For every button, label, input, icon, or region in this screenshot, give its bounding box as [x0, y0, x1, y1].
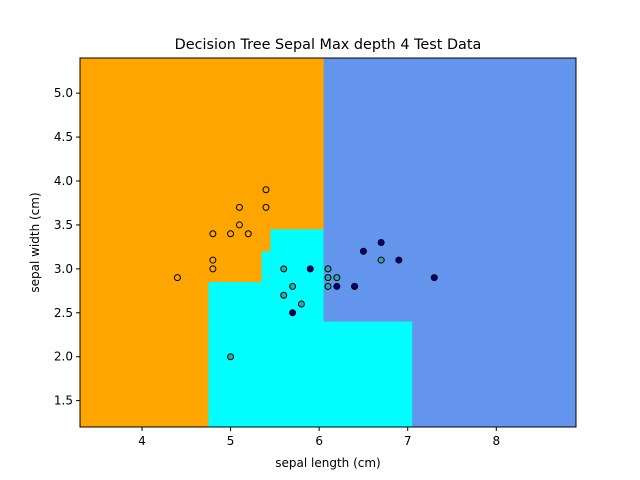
y-tick-label-0: 1.5 — [54, 394, 73, 408]
x-tick-label-3: 7 — [404, 434, 412, 448]
y-tick-label-7: 5.0 — [54, 86, 73, 100]
point-versicolor-1 — [280, 265, 288, 273]
point-virginica-6 — [395, 256, 403, 264]
region-setosa-5 — [80, 229, 271, 252]
y-tick-label-1: 2.0 — [54, 350, 73, 364]
point-virginica-1 — [306, 265, 314, 273]
region-versicolor-7 — [270, 229, 324, 322]
point-versicolor-0 — [227, 353, 235, 361]
region-versicolor-8 — [261, 251, 271, 322]
point-virginica-2 — [333, 282, 341, 290]
point-versicolor-3 — [289, 282, 297, 290]
point-versicolor-5 — [324, 265, 332, 273]
chart-title: Decision Tree Sepal Max depth 4 Test Dat… — [175, 37, 482, 53]
y-tick-label-2: 2.5 — [54, 306, 73, 320]
plot-area: 4 5 6 7 8 1.5 2.0 2.5 3.0 3.5 4.0 4.5 5.0 — [54, 57, 577, 448]
x-tick-label-4: 8 — [492, 434, 500, 448]
point-virginica-0 — [289, 309, 297, 317]
y-axis-label: sepal width (cm) — [28, 192, 42, 292]
point-virginica-3 — [351, 282, 359, 290]
y-tick-label-4: 3.5 — [54, 218, 73, 232]
region-versicolor-9 — [208, 282, 262, 322]
y-tick-label-6: 4.5 — [54, 130, 73, 144]
point-versicolor-6 — [324, 274, 332, 282]
x-axis-label: sepal length (cm) — [275, 456, 380, 470]
point-versicolor-7 — [324, 282, 332, 290]
point-setosa-3 — [209, 265, 217, 273]
region-setosa-6 — [80, 282, 209, 427]
point-virginica-7 — [430, 274, 438, 282]
x-tick-label-0: 4 — [138, 434, 146, 448]
point-setosa-1 — [209, 230, 217, 238]
point-versicolor-10 — [377, 256, 385, 264]
x-tick-label-2: 6 — [315, 434, 323, 448]
x-tick-label-1: 5 — [227, 434, 235, 448]
y-tick-label-5: 4.0 — [54, 174, 73, 188]
point-virginica-4 — [359, 247, 367, 255]
point-setosa-6 — [235, 203, 243, 211]
axes-frame — [79, 57, 577, 428]
point-versicolor-4 — [297, 300, 305, 308]
y-tick-label-3: 3.0 — [54, 262, 73, 276]
point-setosa-8 — [262, 186, 270, 194]
point-setosa-9 — [262, 203, 270, 211]
point-versicolor-8 — [333, 274, 341, 282]
point-setosa-7 — [244, 230, 252, 238]
point-setosa-2 — [209, 256, 217, 264]
point-virginica-5 — [377, 239, 385, 246]
region-setosa-3 — [80, 58, 324, 230]
region-versicolor-10 — [208, 321, 413, 427]
point-setosa-0 — [173, 274, 181, 282]
point-setosa-4 — [227, 230, 235, 238]
point-versicolor-2 — [280, 291, 288, 299]
point-setosa-5 — [235, 221, 243, 229]
